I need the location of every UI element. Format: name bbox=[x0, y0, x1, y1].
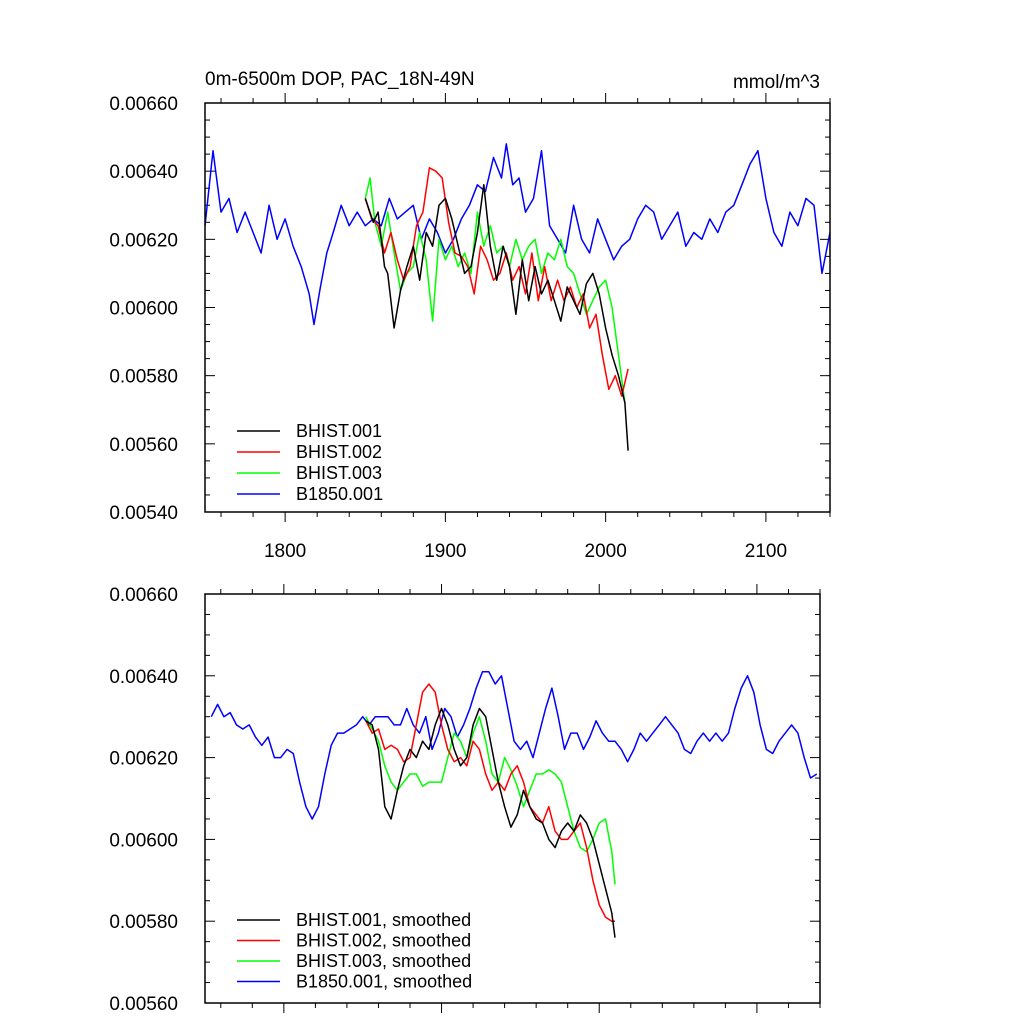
top-series-line-4 bbox=[204, 143, 831, 326]
bottom-plot-frame bbox=[204, 593, 821, 1004]
top-y-tick-label: 0.00660 bbox=[109, 94, 178, 115]
top-legend-label: BHIST.001 bbox=[296, 421, 382, 441]
top-legend-label: B1850.001 bbox=[296, 484, 383, 504]
bottom-legend-label: BHIST.003, smoothed bbox=[296, 951, 471, 971]
top-y-tick-label: 0.00580 bbox=[109, 367, 178, 388]
bottom-legend-label: BHIST.001, smoothed bbox=[296, 910, 471, 930]
bottom-panel: 0.00560 0.00580 0.00600 0.00620 0.00640 0.006… bbox=[109, 584, 821, 1015]
top-y-tick-label: 0.00560 bbox=[109, 435, 178, 456]
bottom-legend-label: BHIST.002, smoothed bbox=[296, 931, 471, 951]
top-plot-area: 0.00540 0.00560 0.00580 0.00600 0.00620 0.006… bbox=[109, 93, 831, 562]
bottom-y-tick-label: 0.00560 bbox=[109, 994, 178, 1015]
top-x-tick-label: 2000 bbox=[585, 541, 627, 562]
top-x-tick-label: 1900 bbox=[424, 541, 466, 562]
top-x-tick-label: 2100 bbox=[745, 541, 787, 562]
top-y-tick-label: 0.00620 bbox=[109, 230, 178, 251]
top-panel-title: 0m-6500m DOP, PAC_18N-49N bbox=[205, 69, 475, 90]
bottom-y-tick-label: 0.00600 bbox=[109, 830, 178, 851]
bottom-series-line-3 bbox=[365, 715, 616, 885]
bottom-plot-area: 0.00560 0.00580 0.00600 0.00620 0.00640 0.006… bbox=[109, 584, 821, 1015]
top-y-tick-label: 0.00640 bbox=[109, 162, 178, 183]
bottom-series-line-4 bbox=[210, 670, 818, 820]
top-plot-frame bbox=[204, 102, 831, 513]
bottom-series-line-1 bbox=[365, 707, 616, 938]
top-x-tick-label: 1800 bbox=[264, 541, 306, 562]
top-series-line-1 bbox=[364, 184, 629, 451]
top-legend-label: BHIST.002 bbox=[296, 442, 382, 462]
top-legend-label: BHIST.003 bbox=[296, 463, 382, 483]
top-y-tick-label: 0.00600 bbox=[109, 299, 178, 320]
bottom-y-tick-label: 0.00660 bbox=[109, 585, 178, 606]
bottom-y-tick-label: 0.00620 bbox=[109, 749, 178, 770]
top-y-tick-label: 0.00540 bbox=[109, 503, 178, 524]
top-panel-units: mmol/m^3 bbox=[733, 72, 820, 93]
top-panel: 0m-6500m DOP, PAC_18N-49N mmol/m^3 0.005… bbox=[109, 69, 831, 562]
bottom-y-tick-label: 0.00580 bbox=[109, 912, 178, 933]
bottom-y-tick-label: 0.00640 bbox=[109, 667, 178, 688]
bottom-series-line-2 bbox=[365, 683, 615, 922]
bottom-legend-label: B1850.001, smoothed bbox=[296, 972, 472, 992]
